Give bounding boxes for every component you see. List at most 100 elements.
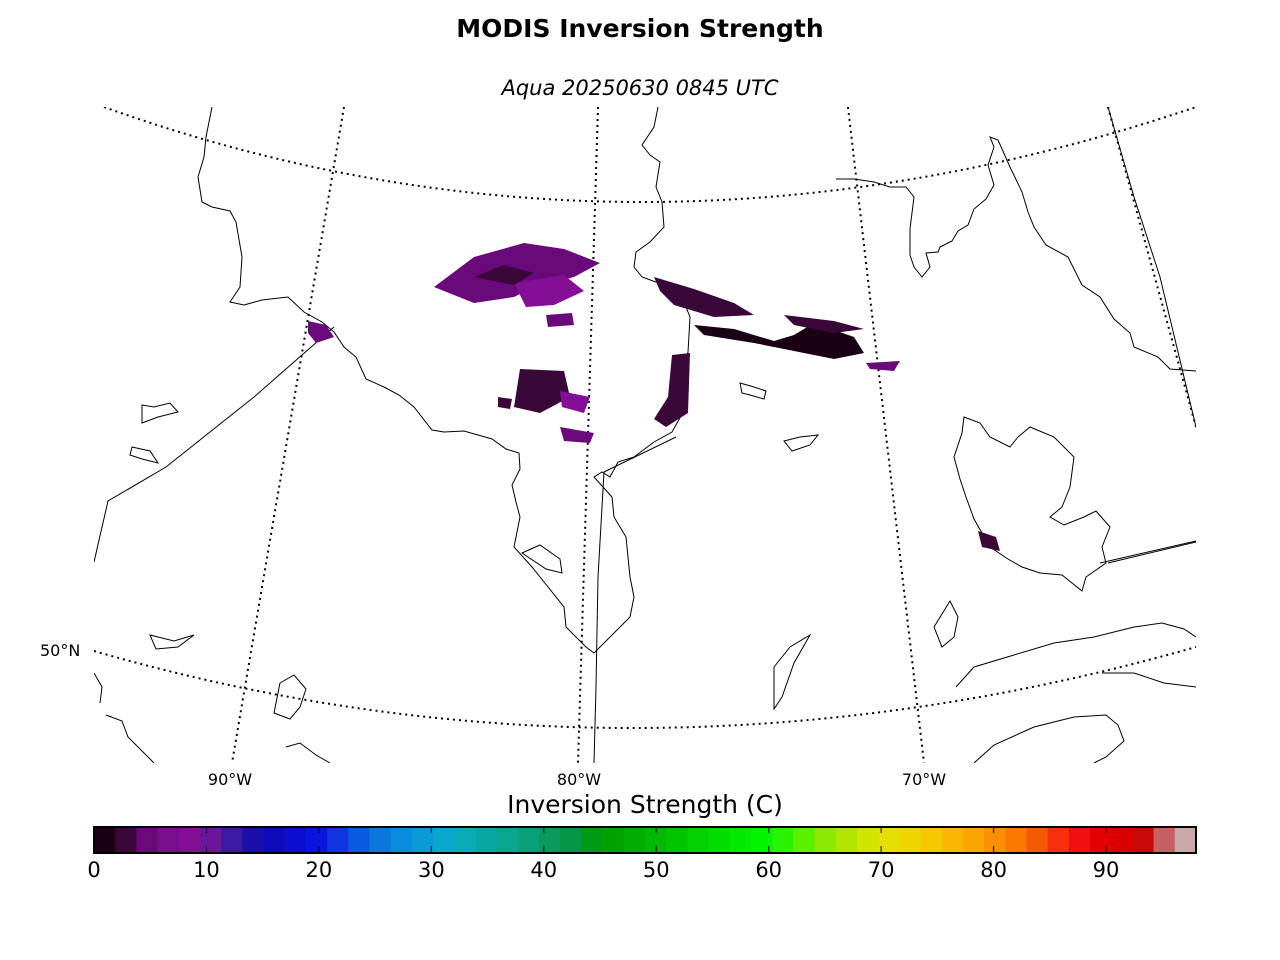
colorbar-segment: [305, 827, 328, 853]
colorbar-segment: [772, 827, 794, 853]
data-patch-central-d: [654, 353, 690, 427]
lon-label-90w: 90°W: [207, 770, 253, 789]
colorbar-tick-label: 90: [1092, 858, 1120, 882]
data-patch-west: [308, 321, 334, 343]
data-patch-east-a: [654, 277, 754, 317]
colorbar-tick-label: 60: [755, 858, 783, 882]
gulf-shore: [955, 622, 1196, 688]
border-quebec-labrador-south: [1099, 540, 1196, 564]
colorbar-tick-label: 50: [642, 858, 670, 882]
longitude-line-70w: [847, 107, 925, 763]
colorbar-segment: [1068, 827, 1091, 853]
colorbar-segment: [1047, 827, 1070, 853]
colorbar-segment: [1026, 827, 1049, 853]
data-patch-far-west: [498, 397, 512, 409]
lake-mistassini: [773, 633, 812, 711]
data-patch-east-d: [866, 361, 900, 371]
colorbar-segment: [539, 827, 561, 853]
border-quebec-ontario: [593, 436, 677, 763]
colorbar-tick-label: 30: [417, 858, 445, 882]
colorbar-segment: [242, 827, 265, 853]
colorbar-segment: [899, 827, 922, 853]
map-title: MODIS Inversion Strength: [456, 14, 824, 43]
latitude-line-50n: [94, 646, 1196, 729]
longitude-line-80w: [577, 107, 599, 763]
data-patch-north-c: [474, 265, 534, 285]
gulf-lower-shore: [973, 714, 1125, 763]
colorbar-segment: [941, 827, 964, 853]
coastline-far-sw: [94, 672, 103, 704]
map-panel: [94, 107, 1196, 763]
colorbar-segment: [496, 827, 519, 853]
colorbar-segment: [793, 827, 816, 853]
colorbar-segment: [369, 827, 392, 853]
colorbar-segment: [920, 827, 943, 853]
colorbar-segment: [560, 827, 583, 853]
data-patch-central-c: [560, 427, 594, 443]
colorbar-segment: [1111, 827, 1134, 853]
border-ontario-manitoba: [94, 326, 335, 563]
colorbar-segment: [115, 827, 137, 853]
data-patch-labrador: [978, 531, 1000, 551]
map-svg: [94, 107, 1196, 763]
colorbar-segment: [284, 827, 307, 853]
longitude-line-90w: [231, 107, 345, 763]
data-patch-east-c: [784, 315, 864, 333]
colorbar-segment: [1090, 827, 1112, 853]
colorbar-segment: [581, 827, 604, 853]
colorbar-segment: [221, 827, 243, 853]
colorbar-segment: [962, 827, 985, 853]
colorbar-segment: [390, 827, 413, 853]
colorbar-segment: [136, 827, 159, 853]
colorbar-segment: [1174, 827, 1197, 853]
belcher-islands-b: [783, 434, 820, 452]
colorbar-segment: [433, 827, 455, 853]
colorbar-border: [93, 826, 1197, 854]
colorbar-segment: [856, 827, 879, 853]
coastline-sw-b: [105, 714, 155, 763]
colorbar-segment: [750, 827, 773, 853]
lat-label-50n: 50°N: [40, 641, 81, 660]
graticule: [94, 107, 1196, 763]
colorbar-tick-label: 10: [193, 858, 220, 882]
province-borders: [94, 326, 1196, 763]
longitude-line-60w: [1107, 107, 1196, 428]
data-patch-north-d: [546, 313, 574, 327]
colorbar-segment: [157, 827, 180, 853]
colorbar-segment: [835, 827, 858, 853]
colorbar-tick-label: 80: [980, 858, 1007, 882]
coastline-gaspe: [1102, 672, 1196, 688]
colorbar-label: Inversion Strength (C): [507, 790, 783, 819]
colorbar-segment: [517, 827, 540, 853]
coastline-ungava: [836, 136, 1196, 372]
data-patch-north-b: [514, 275, 584, 307]
river-central-east: [933, 599, 959, 648]
colorbar-segment: [602, 827, 625, 853]
colorbar-segment: [178, 827, 201, 853]
belcher-islands-a: [739, 382, 767, 400]
colorbar-segment: [1132, 827, 1155, 853]
coastline-west: [197, 107, 595, 654]
latitude-line-upper: [103, 107, 1196, 203]
colorbar-segment: [645, 827, 667, 853]
data-patch-central-a: [514, 369, 570, 413]
colorbar-segment: [708, 827, 731, 853]
coastline-labrador-sea: [1107, 107, 1196, 428]
colorbar-segment: [878, 827, 900, 853]
inversion-data-patches: [308, 243, 1000, 551]
data-patch-east-b: [694, 323, 864, 359]
colorbar-segment: [814, 827, 837, 853]
map-subtitle: Aqua 20250630 0845 UTC: [501, 76, 779, 100]
colorbar-segment: [1153, 827, 1176, 853]
colorbar-segment: [666, 827, 688, 853]
colorbar-segment: [263, 827, 286, 853]
colorbar-svg: [93, 826, 1197, 854]
colorbar-segment: [1005, 827, 1028, 853]
colorbar-segment: [411, 827, 434, 853]
colorbar-segment: [348, 827, 371, 853]
colorbar-segment: [454, 827, 477, 853]
colorbar-segment: [475, 827, 498, 853]
lake-west-b: [129, 446, 160, 464]
colorbar-tick-label: 20: [305, 858, 333, 882]
colorbar-segment: [199, 827, 222, 853]
